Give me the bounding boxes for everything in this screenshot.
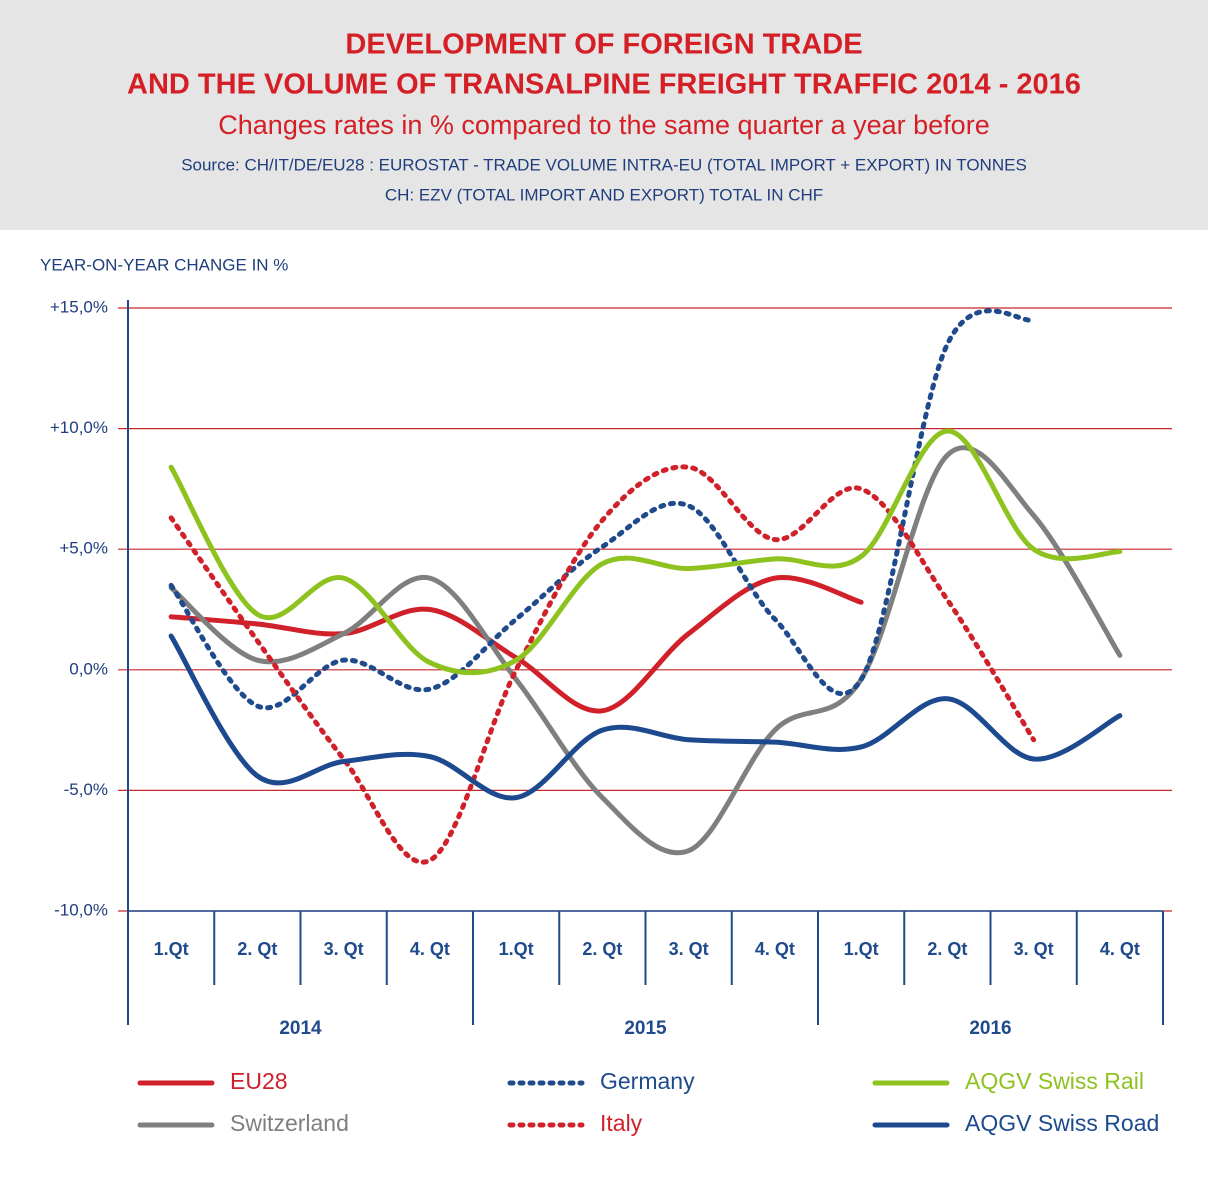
series-line <box>168 428 1123 676</box>
legend-label: EU28 <box>230 1068 288 1094</box>
legend-label: AQGV Swiss Rail <box>965 1068 1144 1094</box>
group-label: 2015 <box>624 1018 667 1039</box>
y-tick-label: +10,0% <box>50 418 108 437</box>
source-note: Source: CH/IT/DE/EU28 : EUROSTAT - TRADE… <box>181 155 1027 174</box>
header-background <box>0 0 1208 230</box>
x-tick-label: 4. Qt <box>410 939 450 959</box>
chart-subtitle: Changes rates in % compared to the same … <box>218 110 989 140</box>
legend-label: Italy <box>600 1110 643 1136</box>
y-tick-label: -10,0% <box>54 900 108 919</box>
x-tick-label: 2. Qt <box>927 939 967 959</box>
x-tick-label: 3. Qt <box>669 939 709 959</box>
x-tick-label: 2. Qt <box>237 939 277 959</box>
x-tick-label: 4. Qt <box>1100 939 1140 959</box>
x-tick-label: 2. Qt <box>582 939 622 959</box>
y-tick-label: +15,0% <box>50 297 108 316</box>
chart-title: AND THE VOLUME OF TRANSALPINE FREIGHT TR… <box>127 69 1081 101</box>
y-axis-label: YEAR-ON-YEAR CHANGE IN % <box>40 255 288 274</box>
x-tick-label: 1.Qt <box>499 939 534 959</box>
source-note: CH: EZV (TOTAL IMPORT AND EXPORT) TOTAL … <box>385 185 823 204</box>
y-tick-label: 0,0% <box>69 659 108 678</box>
legend-label: Germany <box>600 1068 695 1094</box>
x-tick-label: 3. Qt <box>324 939 364 959</box>
y-tick-label: -5,0% <box>64 780 108 799</box>
legend-label: Switzerland <box>230 1110 349 1136</box>
x-tick-label: 1.Qt <box>844 939 879 959</box>
x-tick-label: 4. Qt <box>755 939 795 959</box>
series-line <box>168 633 1123 801</box>
chart-title: DEVELOPMENT OF FOREIGN TRADE <box>345 29 862 61</box>
x-tick-label: 1.Qt <box>154 939 189 959</box>
series-line <box>168 445 1123 856</box>
group-label: 2014 <box>279 1018 322 1039</box>
x-tick-label: 3. Qt <box>1014 939 1054 959</box>
group-label: 2016 <box>969 1018 1011 1039</box>
legend-label: AQGV Swiss Road <box>965 1110 1159 1136</box>
y-tick-label: +5,0% <box>59 539 108 558</box>
series-line <box>168 308 1037 711</box>
